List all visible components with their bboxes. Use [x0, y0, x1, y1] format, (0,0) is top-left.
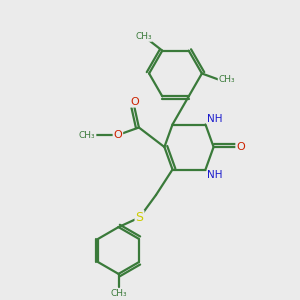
- Text: NH: NH: [207, 170, 223, 180]
- Text: O: O: [130, 97, 139, 107]
- Text: CH₃: CH₃: [79, 130, 96, 140]
- Text: CH₃: CH₃: [110, 289, 127, 298]
- Text: S: S: [136, 211, 143, 224]
- Text: CH₃: CH₃: [218, 75, 235, 84]
- Text: NH: NH: [207, 114, 223, 124]
- Text: O: O: [236, 142, 245, 152]
- Text: CH₃: CH₃: [135, 32, 152, 41]
- Text: O: O: [113, 130, 122, 140]
